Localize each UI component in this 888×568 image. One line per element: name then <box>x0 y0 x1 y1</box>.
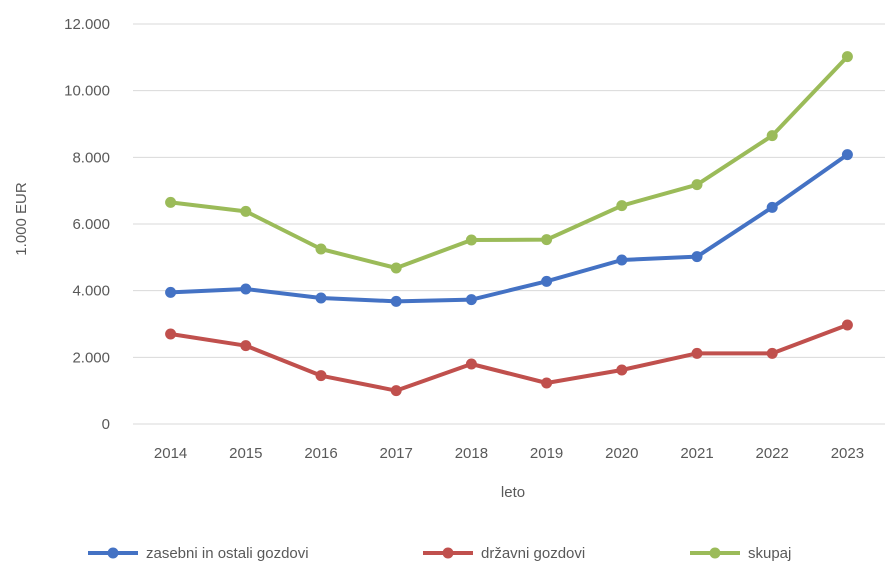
x-tick-label: 2018 <box>455 445 488 462</box>
x-tick-label: 2021 <box>680 445 713 462</box>
data-point <box>841 149 853 161</box>
data-point <box>541 377 553 389</box>
y-tick-label: 12.000 <box>64 16 110 33</box>
x-tick-label: 2019 <box>530 445 563 462</box>
data-point <box>691 251 703 263</box>
data-point <box>541 275 553 287</box>
x-tick-label: 2014 <box>154 445 187 462</box>
y-axis-title: 1.000 EUR <box>13 182 30 256</box>
series-1 <box>165 149 853 307</box>
x-axis-title: leto <box>501 484 525 501</box>
data-point <box>315 370 327 382</box>
data-point <box>766 130 778 142</box>
data-point <box>165 286 177 298</box>
data-point <box>841 51 853 63</box>
data-point <box>766 201 778 213</box>
legend-label: zasebni in ostali gozdovi <box>146 545 309 562</box>
data-point <box>390 385 402 397</box>
data-point <box>841 319 853 331</box>
legend-swatch-marker <box>107 547 119 559</box>
series-line <box>168 54 850 270</box>
x-tick-label: 2015 <box>229 445 262 462</box>
data-point <box>541 234 553 246</box>
data-point <box>315 292 327 304</box>
legend: zasebni in ostali gozdovi državni gozdovi… <box>88 545 791 562</box>
data-point <box>240 283 252 295</box>
y-axis-ticks: 0 2.000 4.000 6.000 8.000 10.000 12.000 <box>64 16 110 433</box>
data-point <box>240 205 252 217</box>
data-point <box>691 347 703 359</box>
data-point <box>691 179 703 191</box>
legend-label: državni gozdovi <box>481 545 585 562</box>
data-point <box>390 262 402 274</box>
series-2 <box>165 319 853 397</box>
legend-label: skupaj <box>748 545 791 562</box>
data-point <box>165 196 177 208</box>
x-tick-label: 2016 <box>304 445 337 462</box>
x-tick-label: 2023 <box>831 445 864 462</box>
x-tick-label: 2022 <box>756 445 789 462</box>
series-line <box>168 152 850 304</box>
y-tick-label: 10.000 <box>64 83 110 100</box>
data-point <box>616 254 628 266</box>
data-point <box>465 234 477 246</box>
legend-item: zasebni in ostali gozdovi <box>88 545 309 562</box>
data-point <box>616 200 628 212</box>
data-point <box>315 243 327 255</box>
series-3 <box>165 51 853 274</box>
data-point <box>616 364 628 376</box>
gridlines <box>133 23 885 358</box>
legend-swatch-marker <box>442 547 454 559</box>
series-line <box>168 323 850 393</box>
x-tick-label: 2017 <box>380 445 413 462</box>
y-tick-label: 0 <box>102 416 110 433</box>
legend-item: državni gozdovi <box>423 545 585 562</box>
x-tick-label: 2020 <box>605 445 638 462</box>
data-point <box>240 340 252 352</box>
legend-swatch-marker <box>709 547 721 559</box>
series-group <box>165 51 853 397</box>
legend-item: skupaj <box>690 545 791 562</box>
x-axis-ticks: 2014 2015 2016 2017 2018 2019 2020 2021 2022 2023 <box>154 445 864 462</box>
data-point <box>165 328 177 340</box>
data-point <box>390 295 402 307</box>
y-tick-label: 2.000 <box>72 349 110 366</box>
data-point <box>766 347 778 359</box>
y-tick-label: 4.000 <box>72 283 110 300</box>
y-tick-label: 8.000 <box>72 149 110 166</box>
data-point <box>465 358 477 370</box>
y-tick-label: 6.000 <box>72 216 110 233</box>
data-point <box>465 294 477 306</box>
